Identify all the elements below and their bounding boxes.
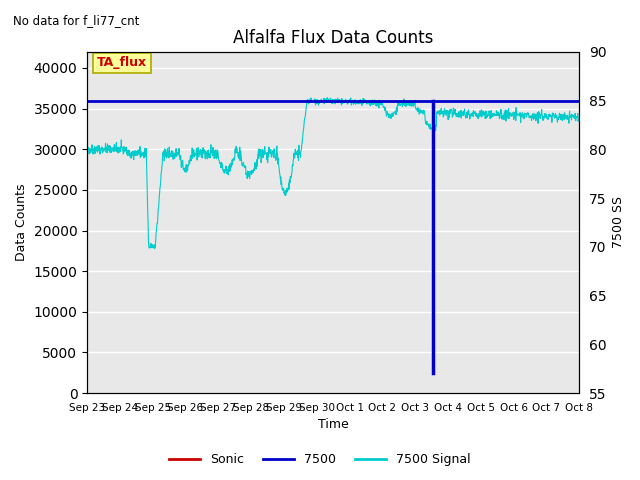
Title: Alfalfa Flux Data Counts: Alfalfa Flux Data Counts bbox=[233, 29, 433, 48]
Text: No data for f_li77_cnt: No data for f_li77_cnt bbox=[13, 14, 139, 27]
Y-axis label: 7500 SS: 7500 SS bbox=[612, 196, 625, 249]
Text: TA_flux: TA_flux bbox=[97, 56, 147, 70]
Y-axis label: Data Counts: Data Counts bbox=[15, 184, 28, 261]
Legend: Sonic, 7500, 7500 Signal: Sonic, 7500, 7500 Signal bbox=[164, 448, 476, 471]
X-axis label: Time: Time bbox=[317, 419, 349, 432]
